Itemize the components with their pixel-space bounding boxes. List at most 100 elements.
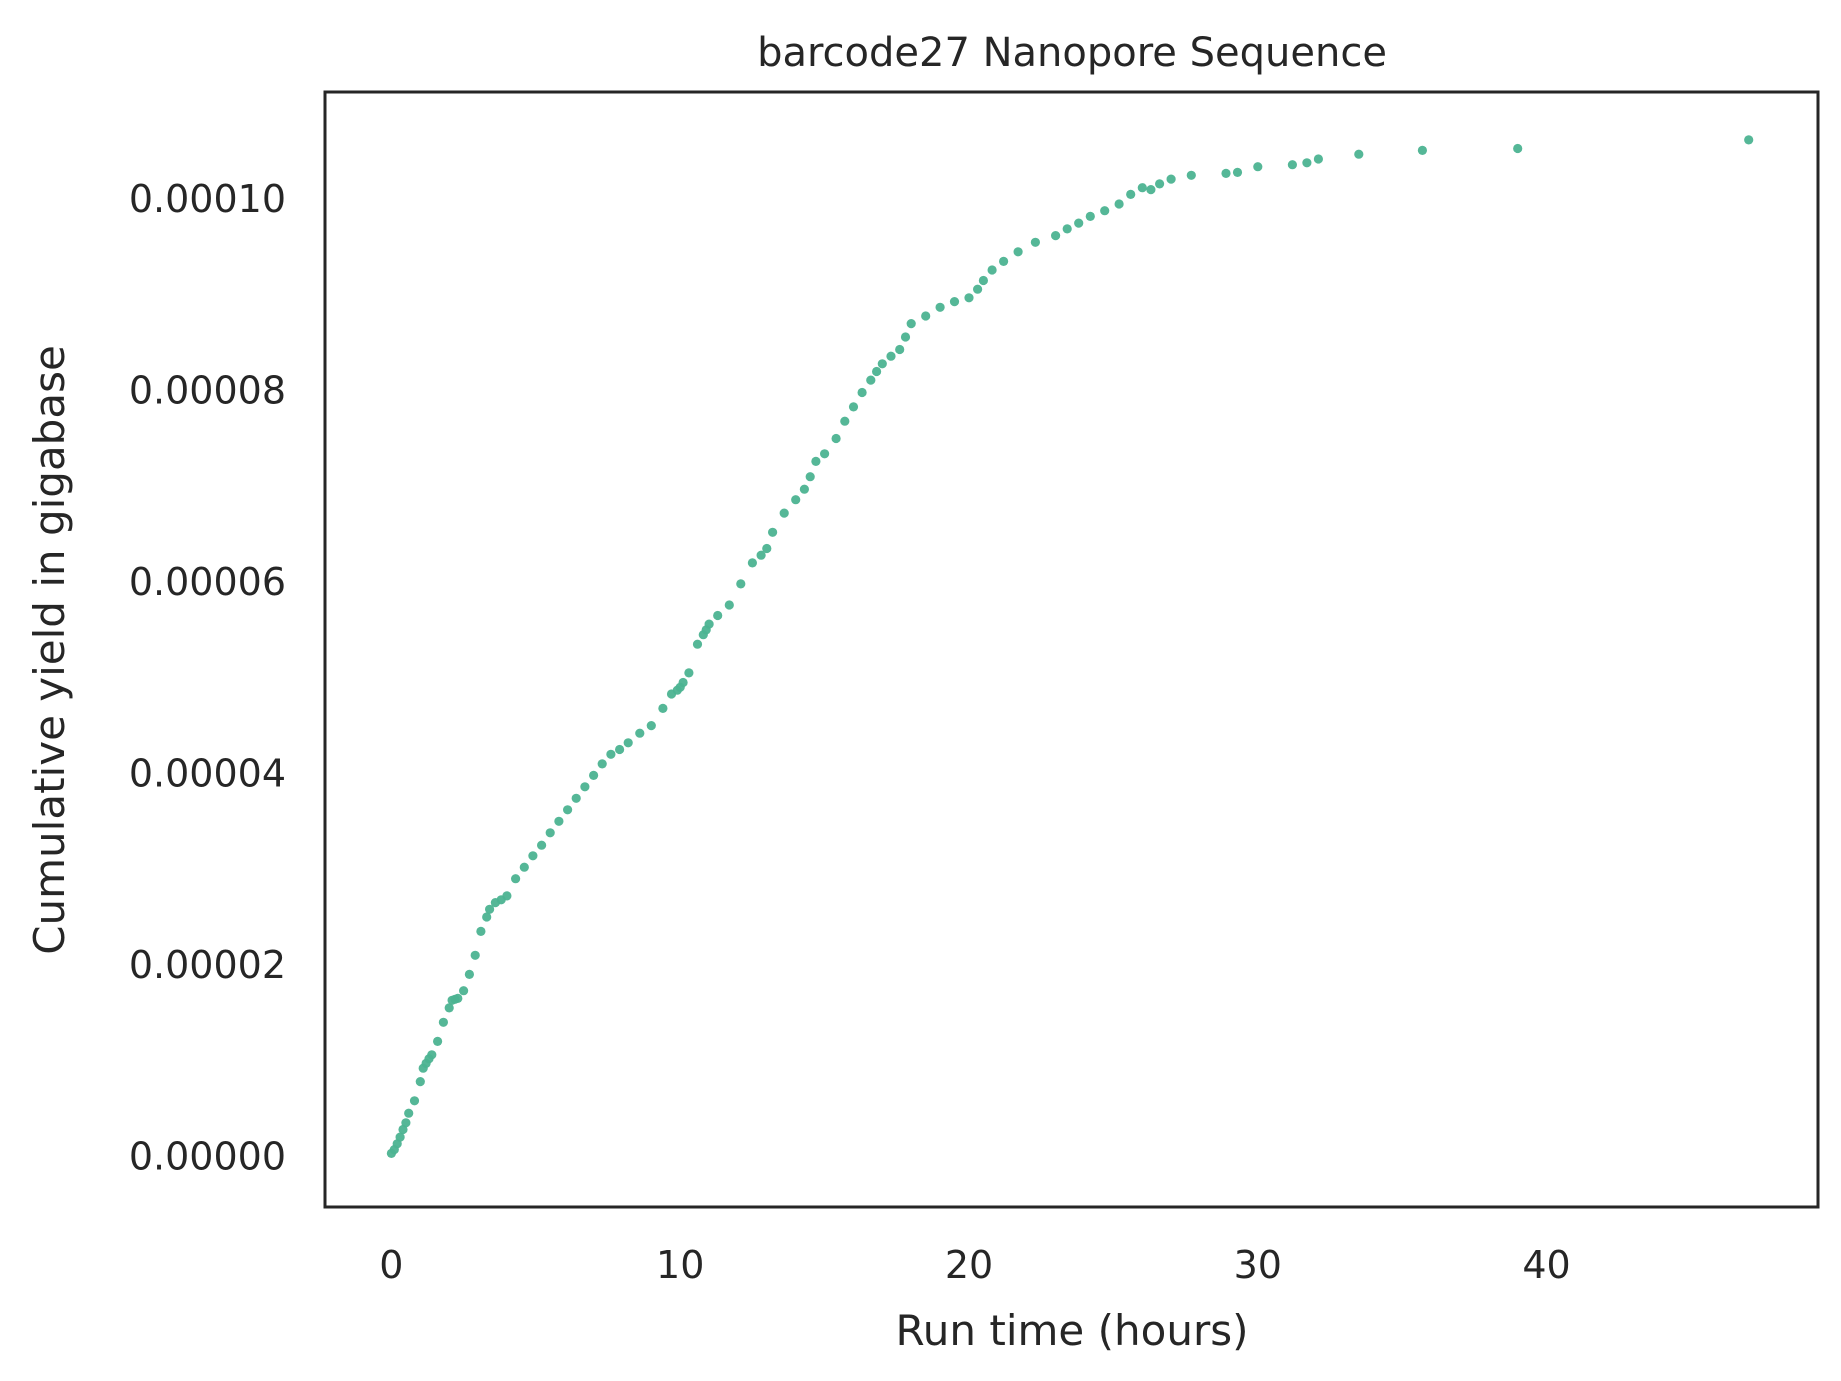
data-point: [1114, 199, 1124, 209]
data-point: [537, 840, 547, 850]
data-point: [848, 402, 859, 412]
chart-title: barcode27 Nanopore Sequence: [757, 30, 1387, 76]
data-point: [1074, 218, 1084, 228]
y-tick-label: 0.00010: [129, 177, 286, 221]
data-point: [476, 926, 486, 937]
data-point: [433, 1036, 443, 1046]
data-point: [1302, 158, 1312, 168]
data-point: [1062, 224, 1072, 234]
data-point: [811, 456, 821, 466]
data-point: [563, 805, 573, 815]
data-point: [415, 1077, 425, 1087]
data-point: [444, 1003, 454, 1013]
data-point: [1100, 206, 1110, 216]
data-point: [482, 912, 492, 922]
data-point: [724, 600, 734, 610]
y-tick-label: 0.00000: [129, 1134, 286, 1178]
data-point: [404, 1108, 414, 1118]
data-point: [820, 449, 830, 459]
data-point: [831, 433, 841, 444]
y-axis-ticks: 0.00000 0.00002 0.00004 0.00006 0.00008 0.000…: [129, 177, 286, 1178]
data-point: [678, 677, 688, 688]
x-tick-label: 30: [1234, 1243, 1282, 1287]
data-point: [684, 668, 694, 678]
data-point: [692, 639, 703, 649]
data-point: [1085, 211, 1095, 221]
data-point: [519, 862, 529, 872]
data-point: [401, 1118, 411, 1128]
data-point: [704, 619, 714, 629]
data-point: [459, 986, 469, 996]
data-point: [756, 550, 766, 560]
y-tick-label: 0.00006: [129, 560, 286, 604]
data-point: [978, 275, 989, 286]
data-point: [528, 851, 538, 861]
data-point: [964, 293, 974, 303]
data-point: [1166, 174, 1176, 184]
data-point: [805, 472, 815, 482]
data-point: [886, 351, 896, 361]
data-point: [791, 495, 801, 505]
data-point: [999, 256, 1009, 266]
data-point: [427, 1050, 437, 1060]
data-point: [606, 749, 616, 759]
data-point: [779, 508, 789, 518]
x-axis-ticks: 0 10 20 30 40: [379, 1243, 1570, 1287]
data-point: [857, 387, 867, 398]
data-point: [453, 993, 463, 1004]
data-point: [1232, 167, 1243, 177]
data-point: [1186, 170, 1196, 180]
data-point: [1051, 231, 1061, 241]
data-point: [554, 816, 564, 826]
data-point: [1155, 179, 1165, 189]
data-point: [1354, 149, 1364, 159]
data-point: [900, 332, 911, 342]
y-tick-label: 0.00008: [129, 369, 286, 413]
data-point: [840, 416, 850, 426]
data-point: [1137, 183, 1147, 193]
data-point: [1221, 168, 1231, 178]
data-point: [866, 375, 876, 385]
data-point: [935, 302, 945, 312]
y-axis-label: Cumulative yield in gigabase: [25, 345, 74, 955]
data-point: [470, 950, 480, 960]
data-point: [736, 579, 746, 589]
data-point: [464, 969, 474, 980]
data-point: [395, 1132, 405, 1142]
data-point: [646, 721, 656, 731]
x-tick-label: 40: [1522, 1243, 1570, 1287]
plot-frame: [323, 90, 1820, 1209]
data-point: [949, 297, 960, 307]
data-point: [1030, 237, 1040, 247]
x-tick-label: 0: [379, 1243, 403, 1287]
x-tick-label: 20: [945, 1243, 993, 1287]
data-point: [747, 558, 758, 568]
y-tick-label: 0.00004: [129, 751, 286, 795]
data-point: [1013, 247, 1023, 257]
data-point: [438, 1017, 448, 1027]
data-point: [409, 1096, 420, 1106]
data-point: [1146, 185, 1156, 195]
data-point: [872, 366, 882, 377]
data-point: [571, 793, 581, 803]
data-point: [615, 744, 625, 755]
data-point: [895, 344, 905, 355]
data-point: [580, 782, 590, 792]
data-points: [386, 135, 1754, 1158]
data-point: [1287, 160, 1297, 170]
data-point: [987, 265, 997, 275]
data-point: [762, 543, 772, 554]
data-point: [906, 319, 916, 329]
data-point: [485, 904, 495, 914]
data-point: [799, 484, 810, 494]
data-point: [921, 311, 931, 321]
data-point: [510, 874, 521, 884]
data-point: [502, 891, 512, 901]
data-point: [1513, 143, 1523, 154]
data-point: [597, 759, 607, 769]
data-point: [877, 359, 887, 369]
data-point: [713, 610, 723, 621]
data-point: [1126, 189, 1136, 199]
